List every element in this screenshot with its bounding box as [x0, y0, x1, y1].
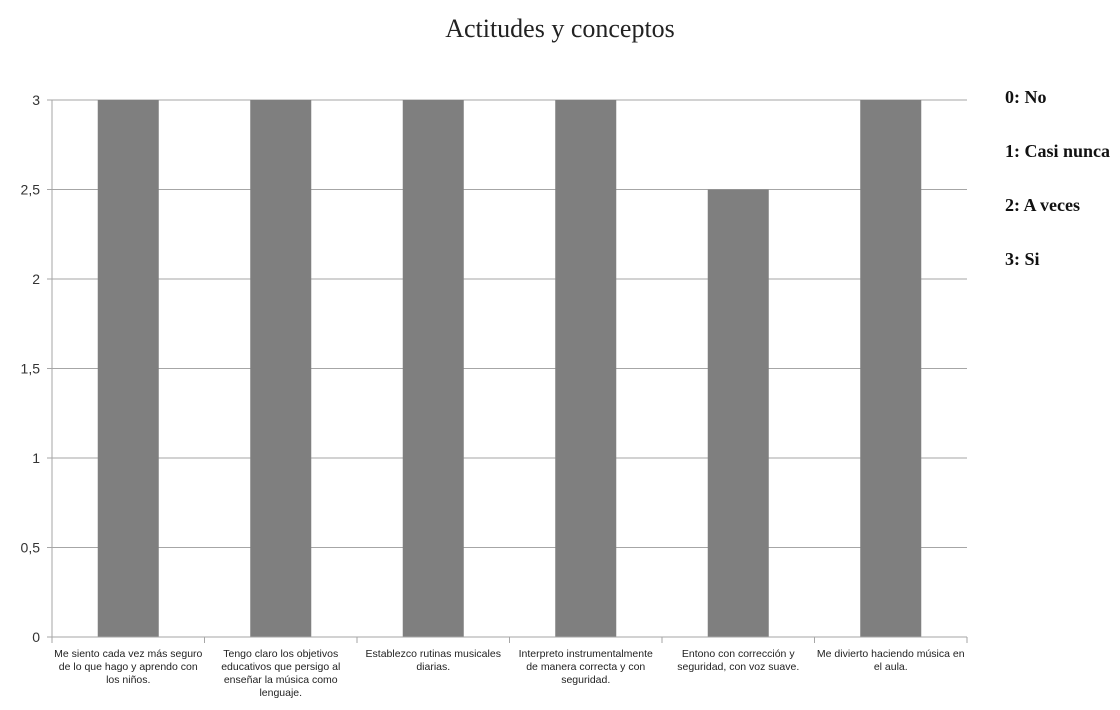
bar — [250, 100, 312, 637]
legend-item: 0: No — [1005, 87, 1047, 107]
y-tick-label: 3 — [32, 92, 40, 108]
y-tick-label: 0,5 — [21, 540, 41, 556]
legend-item: 1: Casi nunca — [1005, 141, 1111, 161]
bar — [97, 100, 159, 637]
legend-item: 2: A veces — [1005, 195, 1080, 215]
x-tick-label: Tengo claro los objetivos educativos que… — [221, 648, 341, 699]
y-tick-label: 1 — [32, 450, 40, 466]
x-tick-label: Entono con corrección y seguridad, con v… — [677, 648, 800, 673]
bar — [402, 100, 464, 637]
legend: 0: No 1: Casi nunca 2: A veces 3: Si — [1005, 80, 1120, 296]
y-tick-label: 1,5 — [21, 361, 41, 377]
bar — [860, 100, 922, 637]
x-tick-label: Interpreto instrumentalmente de manera c… — [518, 648, 653, 686]
legend-item: 3: Si — [1005, 249, 1040, 269]
y-tick-labels: 0 0,5 1 1,5 2 2,5 3 — [21, 92, 41, 645]
y-tick-label: 2 — [32, 271, 40, 287]
x-tick-label: Me divierto haciendo música en el aula. — [816, 648, 965, 673]
y-tick-label: 2,5 — [21, 182, 41, 198]
x-tick-label: Establezco rutinas musicales diarias. — [365, 648, 501, 673]
chart-title: Actitudes y conceptos — [445, 14, 675, 43]
y-tick-label: 0 — [32, 629, 40, 645]
bar — [555, 100, 617, 637]
x-tick-label: Me siento cada vez más seguro de lo que … — [54, 648, 203, 686]
bars — [97, 100, 922, 637]
bar — [707, 189, 769, 637]
gridlines — [52, 99, 967, 548]
axes — [47, 99, 968, 643]
